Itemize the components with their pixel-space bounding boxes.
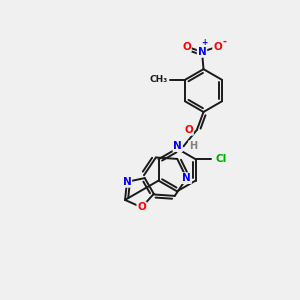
Text: N: N [198, 47, 206, 57]
Text: Cl: Cl [215, 154, 227, 164]
Text: O: O [182, 42, 191, 52]
Text: +: + [201, 38, 208, 47]
Text: O: O [184, 125, 193, 135]
Text: N: N [123, 177, 131, 187]
Text: O: O [213, 42, 222, 52]
Text: N: N [182, 173, 191, 183]
Text: H: H [189, 141, 197, 151]
Text: CH₃: CH₃ [150, 75, 168, 84]
Text: O: O [137, 202, 146, 212]
Text: N: N [173, 141, 182, 151]
Text: -: - [222, 37, 226, 47]
